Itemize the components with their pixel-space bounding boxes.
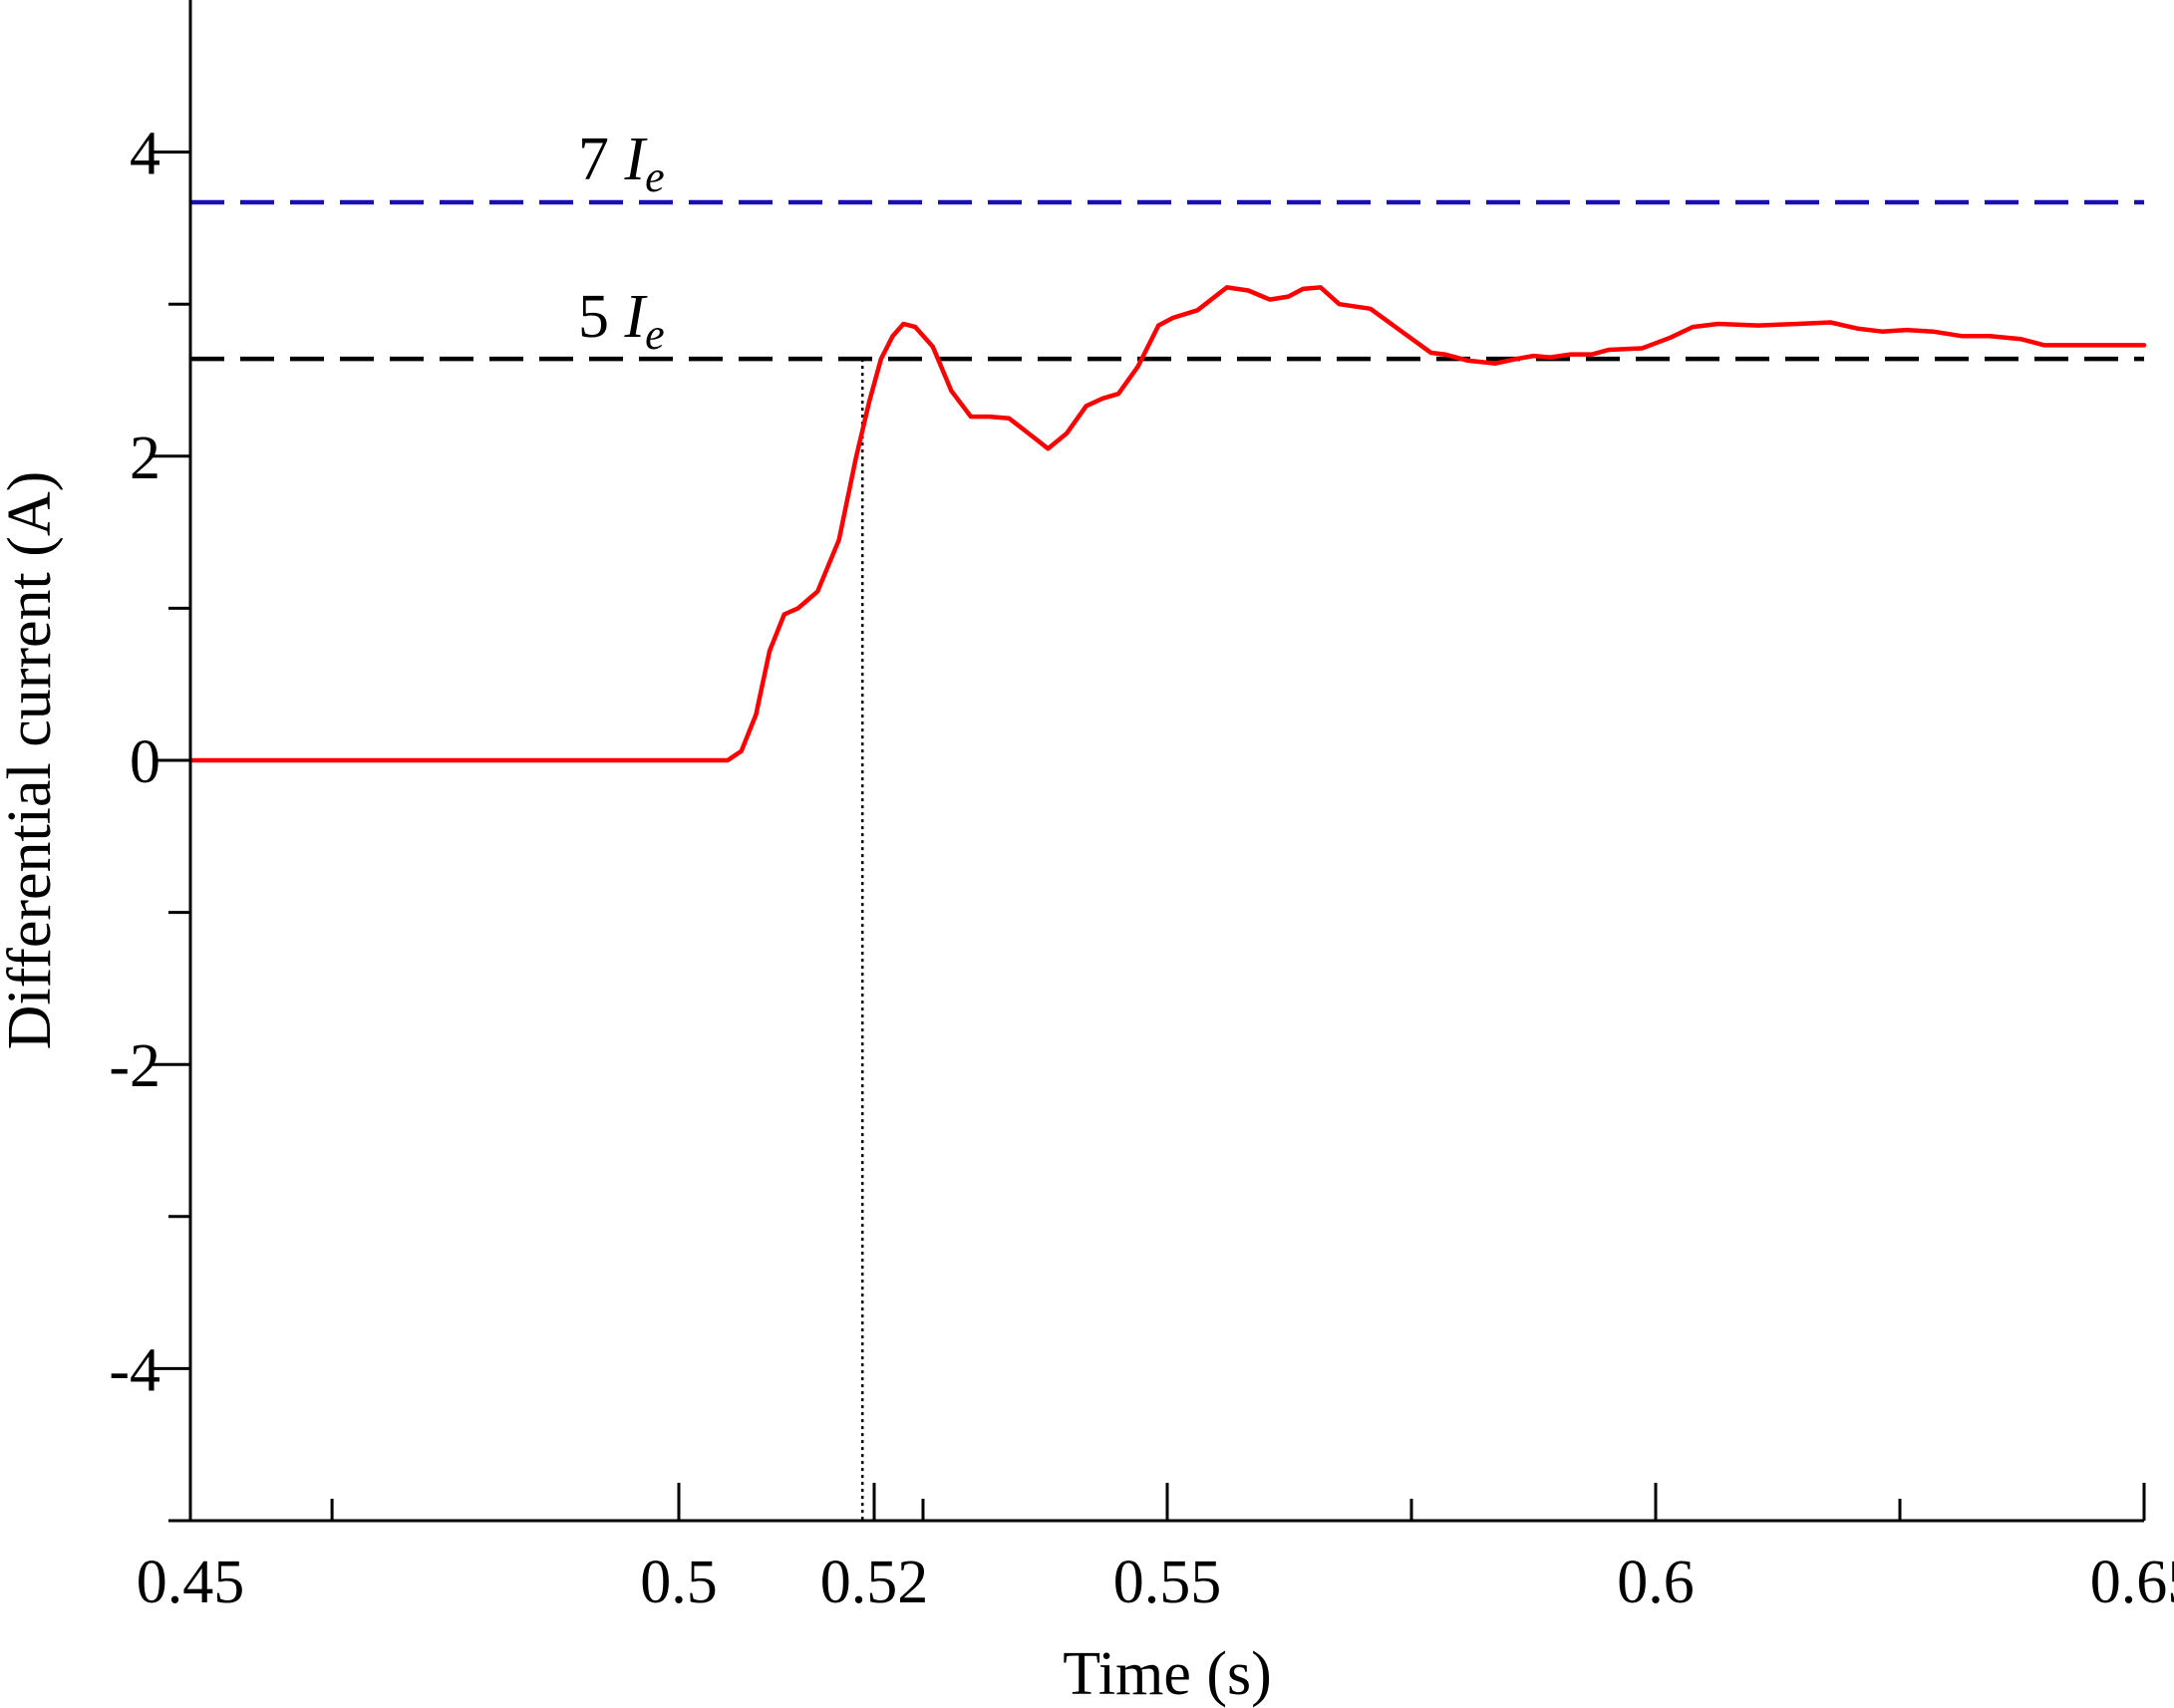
y-tick-label: -2 [109,1032,160,1100]
y-tick-label: 4 [130,121,160,188]
y-tick-label: 2 [130,425,160,492]
ref-label-7ie: 7 Ie [578,126,665,201]
x-tick-label: 0.6 [1617,1549,1695,1616]
x-tick-label: 0.5 [640,1549,718,1616]
ticks: 0.45 0.5 0.52 0.55 0.6 0.65 -4 -2 0 2 4 [109,121,2174,1616]
x-axis-title: Time (s) [1063,1640,1272,1708]
y-tick-label: -4 [109,1336,160,1404]
x-tick-label: 0.45 [137,1549,245,1616]
series-line-differential-current [187,285,2147,763]
ref-label-5ie: 5 Ie [578,283,665,359]
labels: Time (s) Differential current (A) [0,471,1272,1708]
reference-labels: 7 Ie 5 Ie [578,126,665,359]
y-tick-label: 0 [130,728,160,796]
y-axis-title: Differential current (A) [0,471,64,1050]
x-tick-label: 0.65 [2090,1549,2174,1616]
plot-area [187,199,2147,1521]
x-tick-label: 0.52 [820,1549,929,1616]
x-tick-label: 0.55 [1113,1549,1222,1616]
